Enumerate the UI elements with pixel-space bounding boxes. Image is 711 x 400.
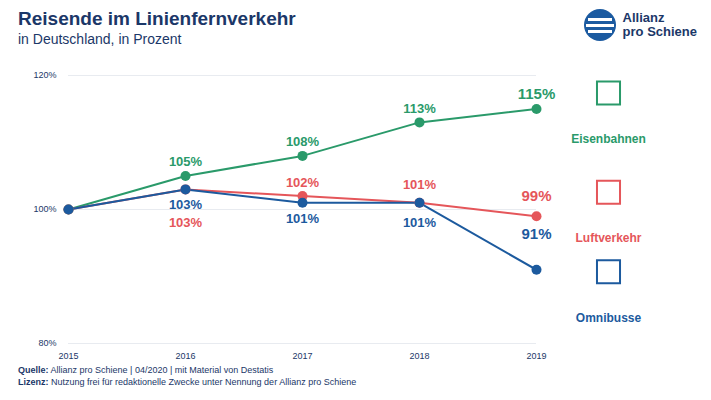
svg-text:101%: 101% <box>403 215 437 230</box>
svg-text:108%: 108% <box>286 134 320 149</box>
svg-text:99%: 99% <box>521 187 551 204</box>
html-text:Quelle: Allianz pro Schiene |: Quelle: Allianz pro Schiene | 04/2020 | … <box>18 365 274 375</box>
svg-text:101%: 101% <box>403 177 437 192</box>
svg-text:91%: 91% <box>521 225 551 242</box>
svg-text:2018: 2018 <box>409 351 429 361</box>
html-text:Reisende im Linienfernverkehr: Reisende im Linienfernverkehr <box>18 8 296 29</box>
svg-text:101%: 101% <box>286 211 320 226</box>
html-text:in Deutschland, in Prozent: in Deutschland, in Prozent <box>18 31 182 47</box>
svg-text:Omnibusse: Omnibusse <box>576 311 642 325</box>
html-text:Lizenz: Nutzung frei für redak: Lizenz: Nutzung frei für redaktionelle Z… <box>18 377 357 387</box>
svg-text:120%: 120% <box>33 70 56 80</box>
svg-text:Luftverkehr: Luftverkehr <box>575 231 641 245</box>
html-text:Allianz: Allianz <box>622 10 665 25</box>
svg-text:2016: 2016 <box>175 351 195 361</box>
svg-text:103%: 103% <box>169 197 203 212</box>
svg-text:105%: 105% <box>169 154 203 169</box>
html-text:pro Schiene: pro Schiene <box>622 24 697 39</box>
svg-text:2017: 2017 <box>292 351 312 361</box>
svg-text:80%: 80% <box>38 338 56 348</box>
svg-text:2015: 2015 <box>58 351 78 361</box>
svg-text:100%: 100% <box>33 204 56 214</box>
svg-text:Eisenbahnen: Eisenbahnen <box>571 132 646 146</box>
svg-text:102%: 102% <box>286 175 320 190</box>
svg-text:113%: 113% <box>403 101 436 116</box>
svg-text:103%: 103% <box>169 215 203 230</box>
svg-text:115%: 115% <box>518 85 556 102</box>
svg-text:2019: 2019 <box>526 351 546 361</box>
